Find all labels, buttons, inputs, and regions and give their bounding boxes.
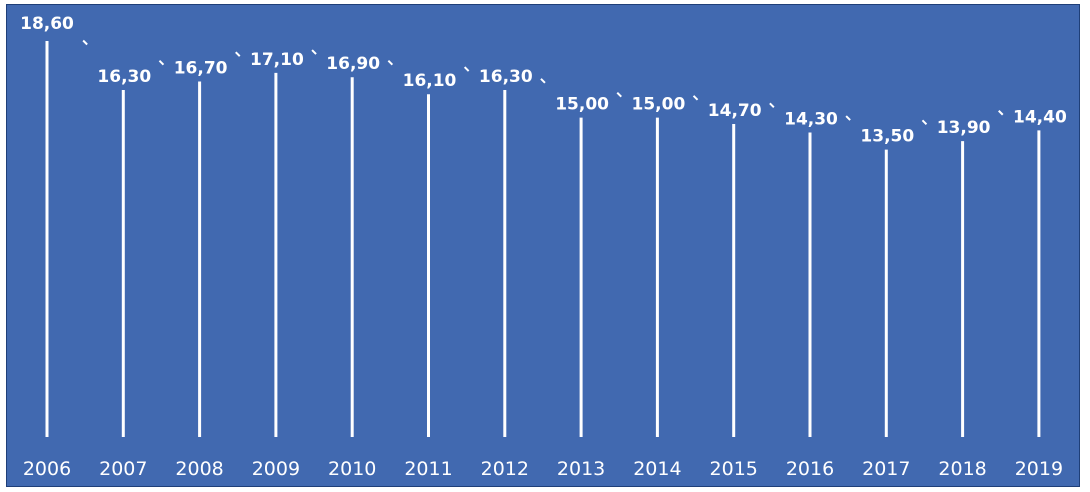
x-tick-label-2013: 2013 — [557, 458, 605, 480]
x-tick-label-2014: 2014 — [633, 458, 681, 480]
label-leader-2011 — [463, 66, 470, 72]
data-label-2015: 14,70 — [708, 101, 762, 121]
x-tick-label-2019: 2019 — [1015, 458, 1063, 480]
x-tick-label-2011: 2011 — [404, 458, 452, 480]
bar-chart: 2006 2007 2008 2009 2010 2011 2012 2013 2014 2015… — [20, 14, 1067, 480]
data-label-2019: 14,40 — [1013, 107, 1067, 127]
data-label-2006: 18,60 — [20, 14, 74, 34]
label-leader-2007 — [158, 60, 165, 66]
data-label-2017: 13,50 — [860, 127, 914, 147]
label-leader-2010 — [387, 60, 394, 66]
label-leader-2012 — [540, 78, 546, 84]
x-tick-label-2018: 2018 — [938, 458, 986, 480]
data-label-2009: 17,10 — [250, 50, 304, 70]
data-label-2007: 16,30 — [97, 67, 151, 87]
data-label-2018: 13,90 — [937, 118, 991, 138]
label-leader-2009 — [311, 49, 317, 55]
data-label-2016: 14,30 — [784, 110, 838, 130]
label-leader-2014 — [692, 95, 699, 101]
x-tick-label-2009: 2009 — [252, 458, 300, 480]
label-leader-2016 — [845, 115, 851, 121]
label-leader-2008 — [235, 51, 241, 57]
x-tick-label-2017: 2017 — [862, 458, 910, 480]
label-leader-2013 — [616, 91, 622, 98]
data-label-2011: 16,10 — [403, 71, 457, 91]
x-tick-label-2015: 2015 — [710, 458, 758, 480]
data-label-2013: 15,00 — [555, 95, 609, 115]
x-tick-label-2008: 2008 — [175, 458, 223, 480]
x-tick-label-2007: 2007 — [99, 458, 147, 480]
x-tick-label-2016: 2016 — [786, 458, 834, 480]
label-leader-2017 — [921, 119, 928, 126]
label-leader-2015 — [769, 102, 775, 108]
x-tick-label-2006: 2006 — [23, 458, 71, 480]
x-tick-label-2012: 2012 — [481, 458, 529, 480]
label-leader-2006 — [82, 39, 88, 46]
chart-container: 2006 2007 2008 2009 2010 2011 2012 2013 2014 2015… — [6, 4, 1080, 487]
x-tick-label-2010: 2010 — [328, 458, 376, 480]
label-leader-2018 — [998, 110, 1004, 116]
data-label-2008: 16,70 — [174, 58, 228, 78]
data-label-2010: 16,90 — [326, 54, 380, 74]
data-label-2012: 16,30 — [479, 67, 533, 87]
data-label-2014: 15,00 — [632, 95, 686, 115]
